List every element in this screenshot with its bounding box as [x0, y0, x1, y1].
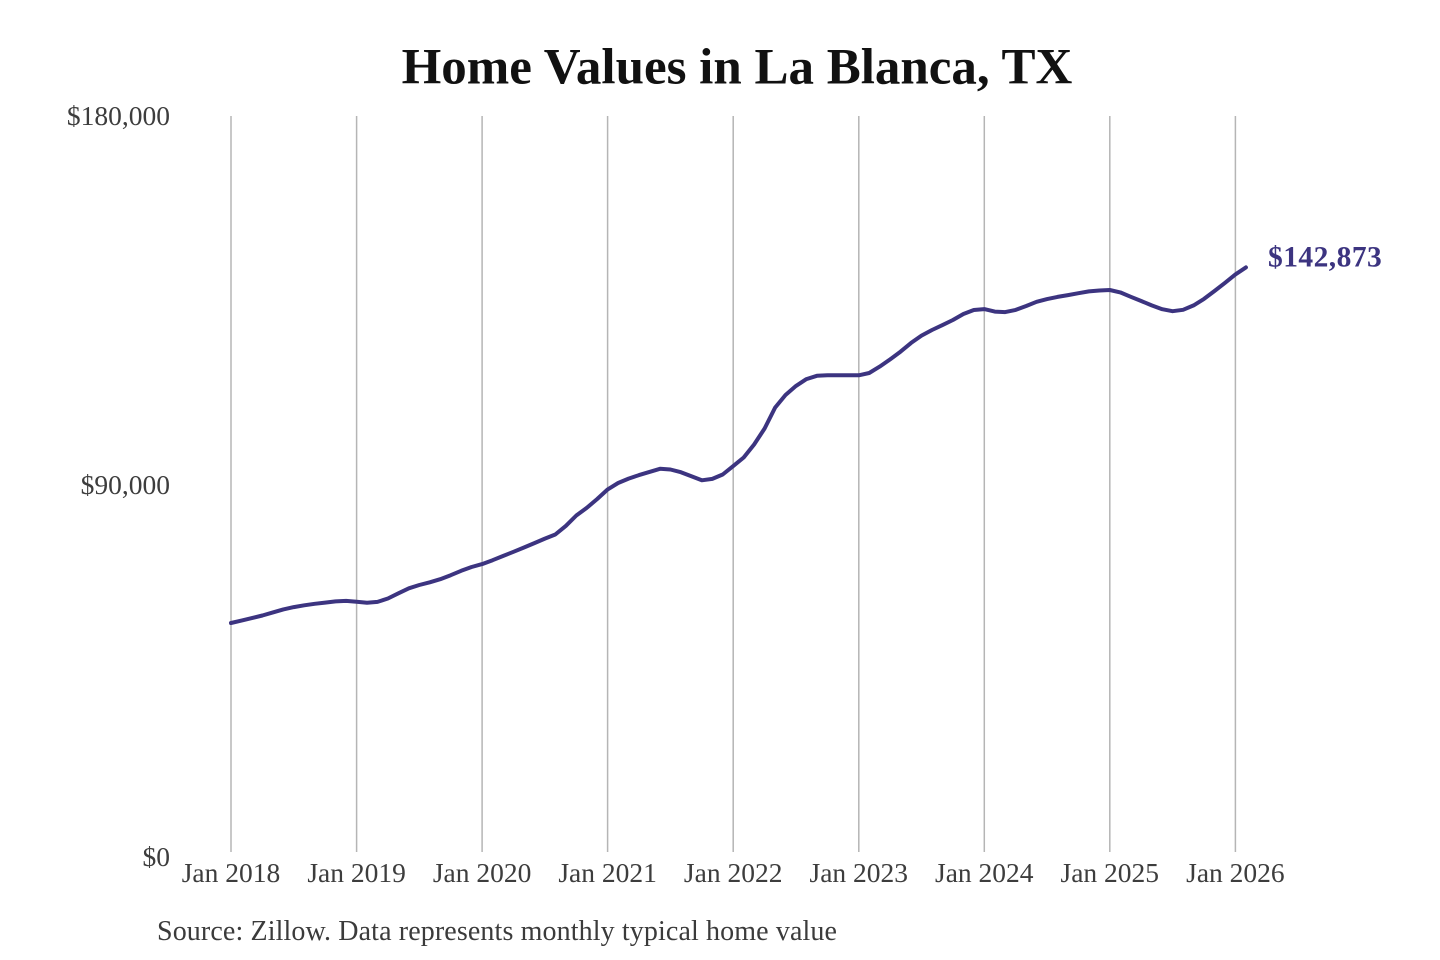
svg-text:$142,873: $142,873: [1268, 242, 1382, 274]
svg-text:Jan 2018: Jan 2018: [182, 857, 281, 888]
svg-text:Jan 2020: Jan 2020: [433, 857, 532, 888]
svg-text:Jan 2024: Jan 2024: [935, 857, 1034, 888]
svg-text:Jan 2025: Jan 2025: [1061, 857, 1160, 888]
svg-text:Jan 2019: Jan 2019: [307, 857, 406, 888]
svg-text:Jan 2026: Jan 2026: [1186, 857, 1285, 888]
svg-text:Home Values in La Blanca, TX: Home Values in La Blanca, TX: [402, 40, 1073, 96]
svg-text:Jan 2022: Jan 2022: [684, 857, 783, 888]
svg-text:Source: Zillow. Data represent: Source: Zillow. Data represents monthly …: [157, 916, 837, 947]
svg-text:$0: $0: [143, 841, 171, 872]
svg-text:$180,000: $180,000: [67, 100, 170, 131]
svg-text:$90,000: $90,000: [81, 469, 170, 500]
svg-text:Jan 2021: Jan 2021: [558, 857, 657, 888]
svg-text:Jan 2023: Jan 2023: [810, 857, 909, 888]
